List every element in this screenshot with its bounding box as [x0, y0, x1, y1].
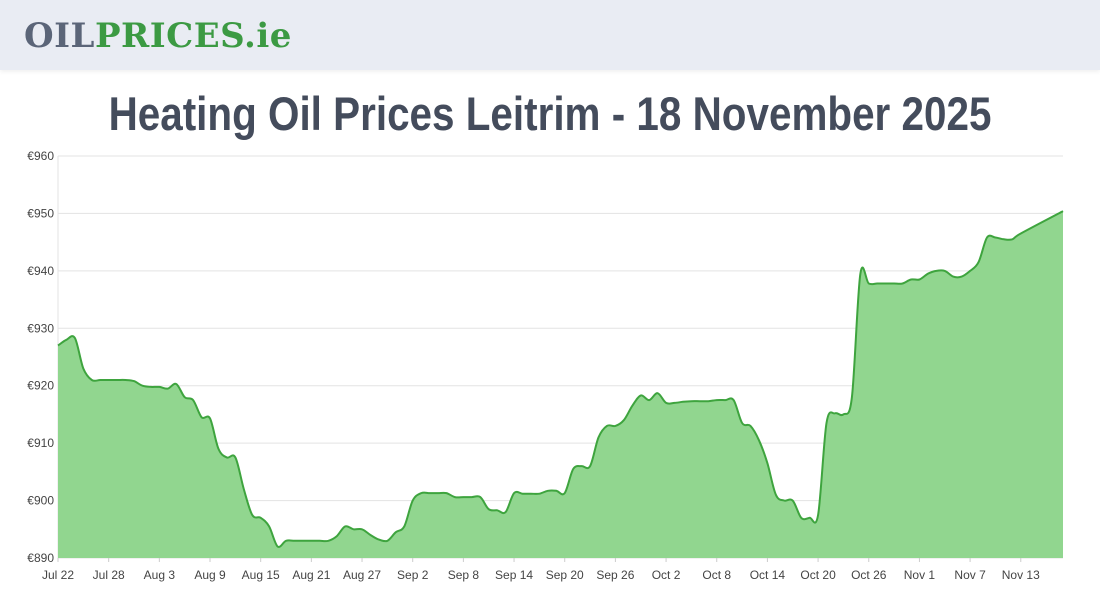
- logo-text-oil: OIL: [24, 16, 95, 56]
- x-tick-label: Aug 15: [242, 568, 280, 582]
- x-tick-label: Nov 1: [904, 568, 936, 582]
- x-tick-label: Oct 8: [702, 568, 731, 582]
- logo-text-prices: PRICES: [94, 16, 244, 56]
- y-tick-label: €950: [27, 206, 54, 220]
- x-tick-label: Aug 27: [343, 568, 381, 582]
- x-tick-label: Sep 20: [546, 568, 584, 582]
- logo-text-domain: .ie: [243, 16, 292, 56]
- x-tick-label: Oct 14: [750, 568, 786, 582]
- x-tick-label: Aug 9: [194, 568, 226, 582]
- x-tick-label: Sep 26: [596, 568, 634, 582]
- x-tick-label: Oct 26: [851, 568, 887, 582]
- x-axis: Jul 22 Jul 28 Aug 3 Aug 9 Aug 15 Aug 21 Aug 27…: [42, 558, 1040, 582]
- x-tick-label: Nov 7: [954, 568, 986, 582]
- x-tick-label: Aug 21: [292, 568, 330, 582]
- x-tick-label: Nov 13: [1002, 568, 1040, 582]
- x-tick-label: Oct 2: [652, 568, 681, 582]
- y-tick-label: €910: [27, 436, 54, 450]
- y-tick-label: €920: [27, 379, 54, 393]
- chart-area-layer: [57, 210, 1064, 558]
- y-tick-label: €900: [27, 494, 54, 508]
- page-title: Heating Oil Prices Leitrim - 18 November…: [108, 87, 992, 140]
- x-tick-label: Aug 3: [144, 568, 176, 582]
- x-tick-label: Sep 8: [448, 568, 480, 582]
- x-tick-label: Oct 20: [800, 568, 836, 582]
- site-header: OILPRICES.ie: [0, 0, 1100, 70]
- y-tick-label: €890: [27, 551, 54, 565]
- y-tick-label: €960: [27, 149, 54, 163]
- price-area-fill: [58, 211, 1063, 558]
- x-tick-label: Sep 14: [495, 568, 533, 582]
- price-line: [57, 210, 1064, 548]
- y-tick-label: €930: [27, 321, 54, 335]
- y-axis: €890 €900 €910 €920 €930 €940 €950 €960: [27, 149, 54, 565]
- y-tick-label: €940: [27, 264, 54, 278]
- x-tick-label: Jul 22: [42, 568, 74, 582]
- x-tick-label: Jul 28: [93, 568, 125, 582]
- x-tick-label: Sep 2: [397, 568, 429, 582]
- site-logo[interactable]: OILPRICES.ie: [24, 14, 292, 58]
